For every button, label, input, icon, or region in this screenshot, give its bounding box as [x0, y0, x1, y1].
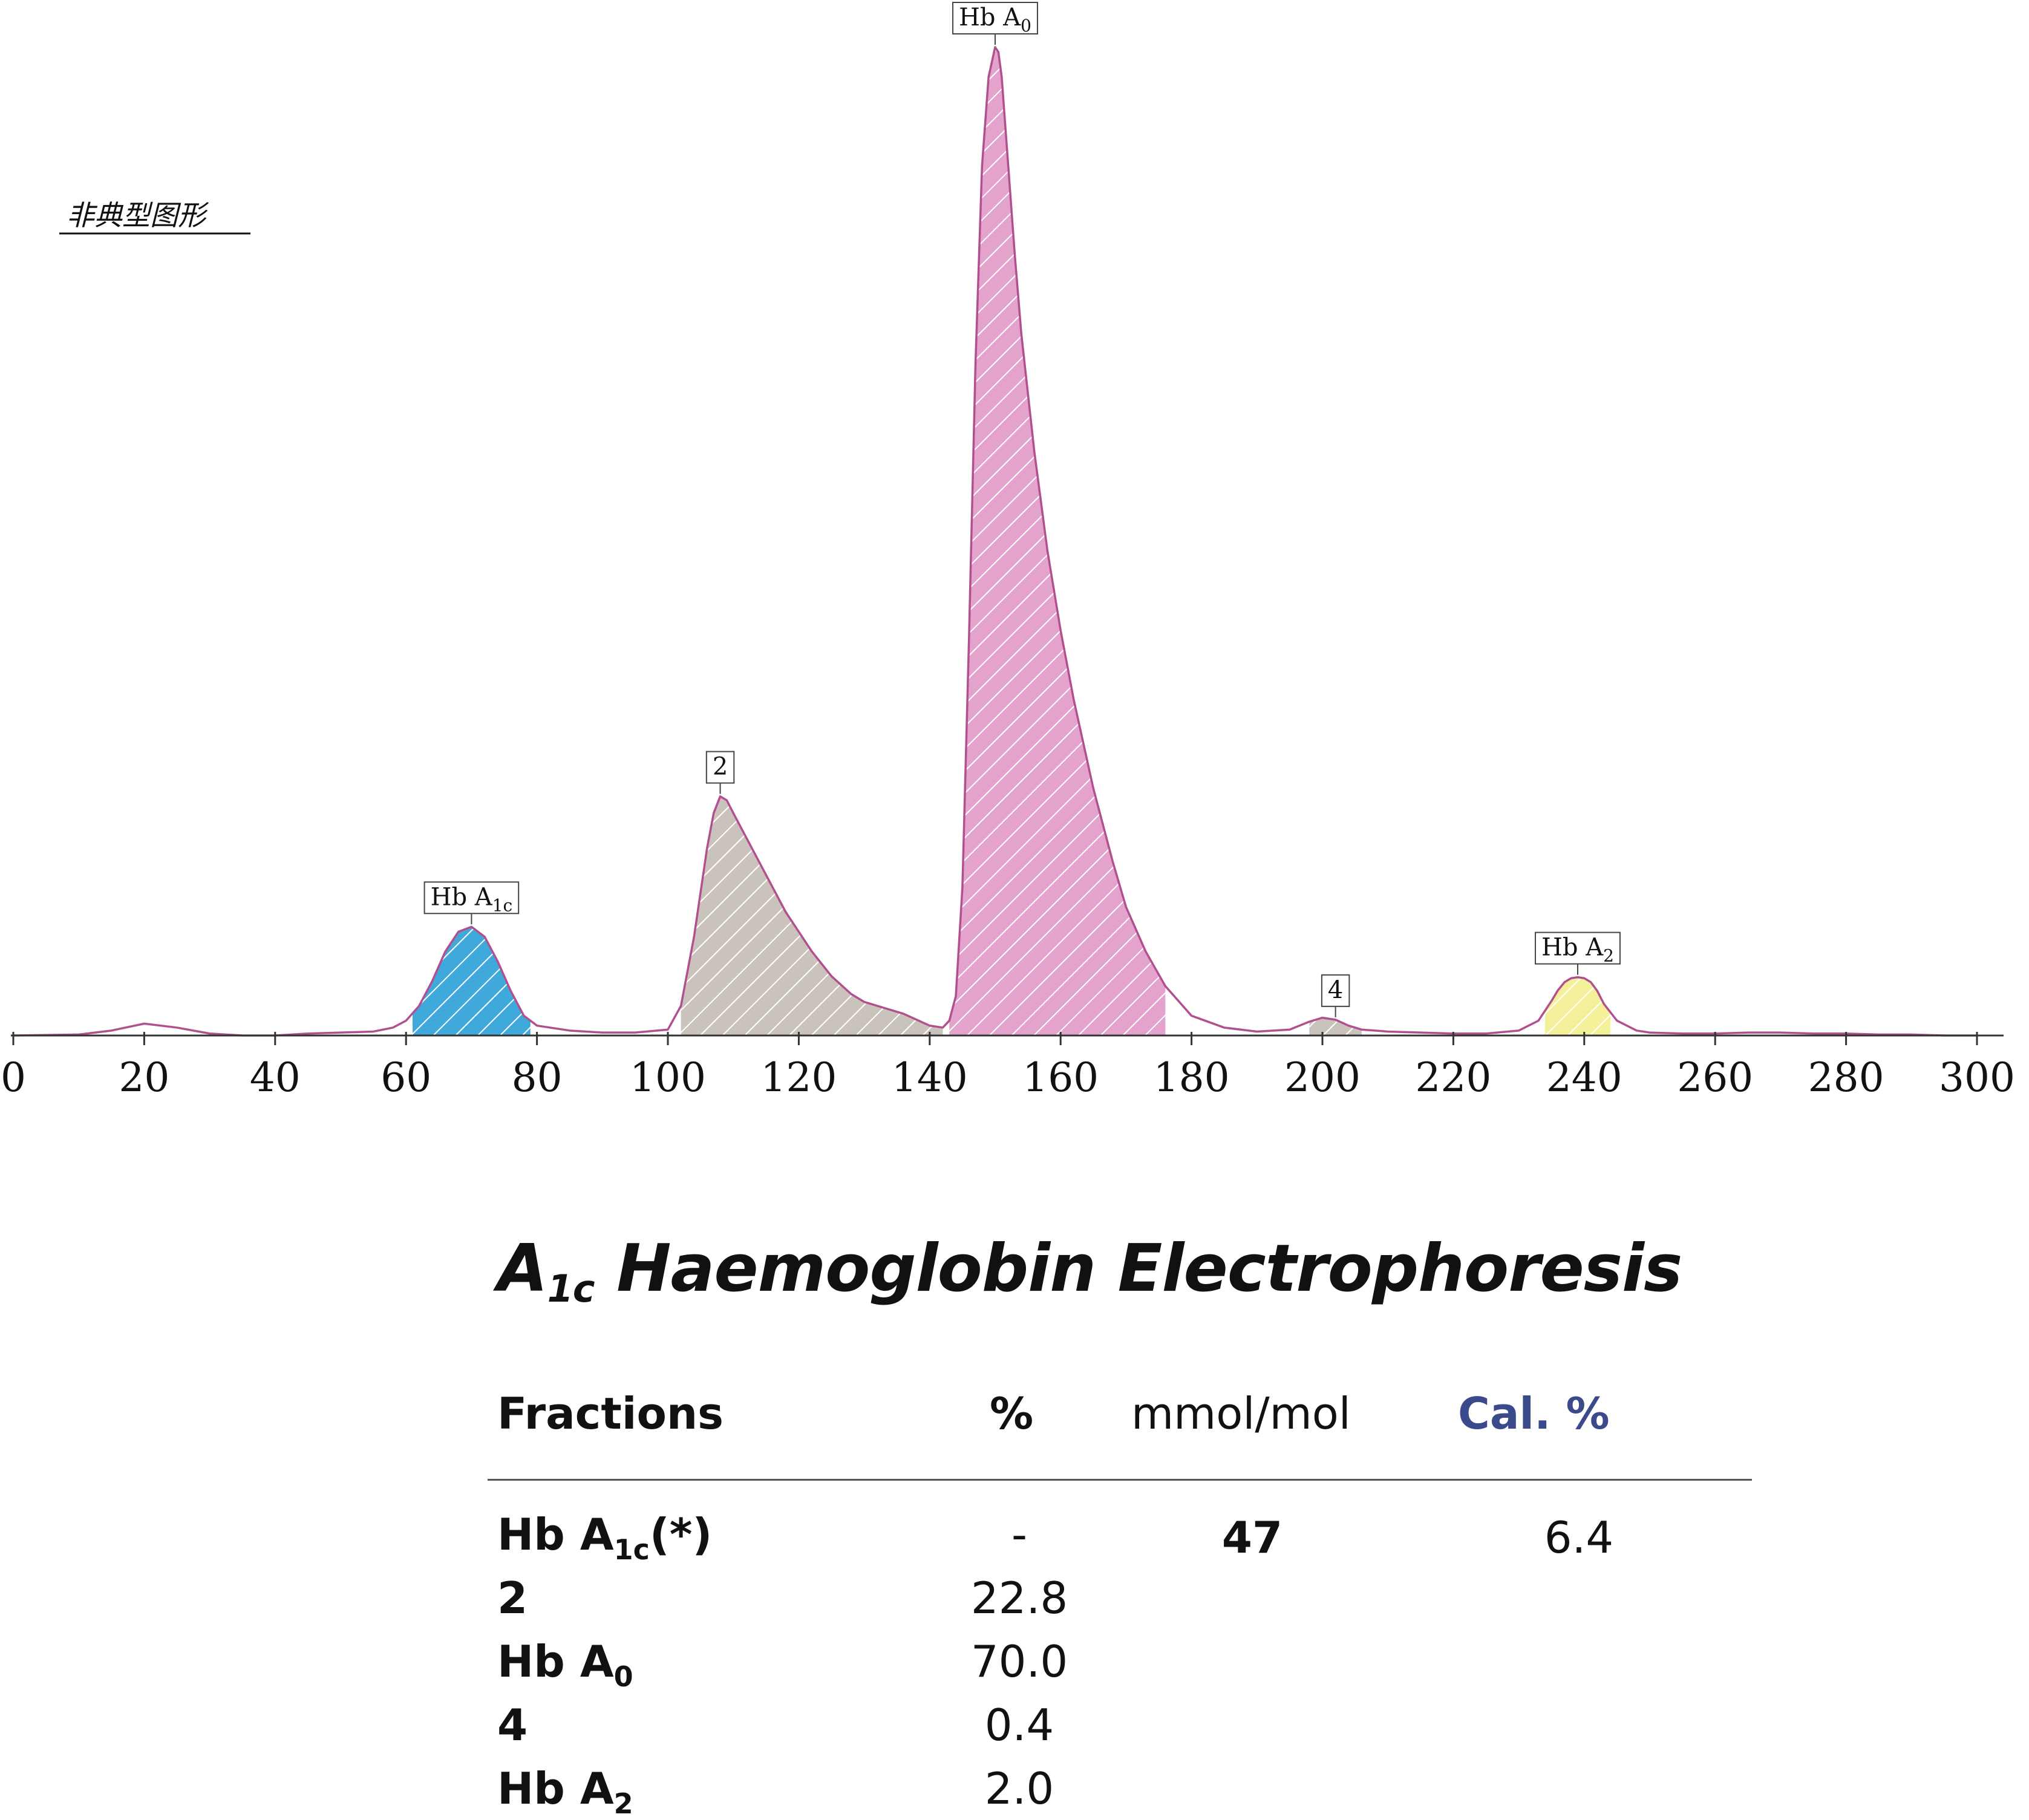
- electrophoresis-chart: 0 20 40 60 80 100 120 140 160 180 200 220 240 260 280 3…: [1, 2, 2015, 1101]
- title-main: A: [497, 1231, 548, 1306]
- x-tick-label: 120: [760, 1054, 837, 1101]
- peak-label-hb-a0: Hb A0: [952, 2, 1038, 45]
- peak-fill-hb-a1c: [413, 927, 531, 1036]
- peak-label-hb-a1c: Hb A1c: [423, 881, 520, 925]
- row-name-hba0: Hb A0: [497, 1636, 633, 1693]
- row-name-hba2: Hb A2: [497, 1763, 633, 1820]
- curve-layer: [13, 46, 1977, 1037]
- peak-fill-hb-a2: [1544, 977, 1611, 1036]
- row-mmol-hba1c: 47: [1221, 1512, 1283, 1563]
- x-tick-label: 300: [1939, 1054, 2015, 1101]
- header-percent: %: [990, 1388, 1034, 1439]
- svg-text:2: 2: [713, 753, 728, 781]
- note-label: 非典型图形: [59, 199, 250, 235]
- peak-labels: Hb A1c 2 Hb A0 4 Hb A2: [423, 2, 1621, 1017]
- header-cal-percent: Cal. %: [1458, 1388, 1610, 1439]
- x-tick-label: 180: [1154, 1054, 1230, 1101]
- x-tick-label: 200: [1284, 1054, 1361, 1101]
- report-title: A1c Haemoglobin Electrophoresis: [497, 1231, 1682, 1311]
- x-tick-label: 240: [1546, 1054, 1622, 1101]
- row-cal-hba1c: 6.4: [1544, 1512, 1614, 1563]
- svg-text:Hb A0: Hb A0: [959, 4, 1031, 36]
- x-tick-label: 0: [1, 1054, 26, 1101]
- peak-fill-hb-a0: [949, 47, 1166, 1036]
- note-text: 非典型图形: [67, 199, 209, 232]
- x-tick-label: 140: [892, 1054, 968, 1101]
- header-divider: [488, 1479, 1752, 1481]
- peak-label-4: 4: [1321, 974, 1350, 1017]
- peak-fill-2: [681, 796, 943, 1036]
- row-pct-hba1c: -: [1011, 1509, 1027, 1560]
- title-rest: Haemoglobin Electrophoresis: [594, 1231, 1682, 1306]
- svg-text:Hb A1c: Hb A1c: [431, 883, 513, 915]
- electrophoresis-curve: [13, 46, 1977, 1037]
- x-tick-label: 280: [1808, 1054, 1884, 1101]
- header-mmol: mmol/mol: [1131, 1388, 1351, 1439]
- svg-text:Hb A2: Hb A2: [1541, 934, 1614, 966]
- row-pct-hba0: 70.0: [970, 1636, 1068, 1687]
- peak-fill-4: [1309, 1017, 1362, 1036]
- x-tick-label: 20: [119, 1054, 169, 1101]
- peak-label-hb-a2: Hb A2: [1535, 931, 1621, 975]
- svg-text:4: 4: [1328, 976, 1343, 1004]
- row-pct-2: 22.8: [970, 1573, 1068, 1623]
- x-tick-label: 40: [250, 1054, 301, 1101]
- x-tick-label: 100: [630, 1054, 706, 1101]
- x-axis: 0 20 40 60 80 100 120 140 160 180 200 220 240 260 280 3…: [1, 1032, 2015, 1101]
- row-pct-4: 0.4: [984, 1700, 1054, 1750]
- row-name-4: 4: [497, 1700, 528, 1750]
- peak-label-2: 2: [705, 751, 735, 794]
- title-sub: 1c: [547, 1267, 595, 1311]
- x-tick-label: 80: [512, 1054, 563, 1101]
- x-tick-label: 220: [1415, 1054, 1491, 1101]
- x-tick-label: 160: [1022, 1054, 1099, 1101]
- header-fractions: Fractions: [497, 1388, 724, 1439]
- x-tick-label: 260: [1677, 1054, 1753, 1101]
- peak-fills: [413, 47, 1611, 1036]
- row-pct-hba2: 2.0: [984, 1763, 1054, 1814]
- row-name-hba1c: Hb A1c(*): [497, 1509, 713, 1566]
- x-tick-label: 60: [381, 1054, 431, 1101]
- row-name-2: 2: [497, 1573, 528, 1623]
